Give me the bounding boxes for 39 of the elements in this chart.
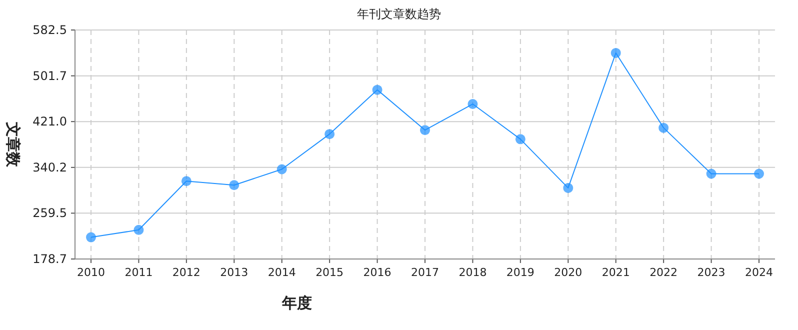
- y-tick-label: 340.2: [32, 160, 67, 174]
- x-tick-label: 2016: [363, 266, 392, 279]
- y-tick-label: 178.7: [32, 252, 67, 266]
- point: [86, 232, 96, 242]
- x-tick-label: 2021: [602, 266, 630, 279]
- point: [372, 84, 382, 95]
- x-tick-label: 2024: [745, 266, 773, 279]
- point: [324, 129, 335, 140]
- point: [563, 182, 574, 193]
- x-tick-label: 2010: [77, 266, 105, 279]
- x-tick-label: 2011: [124, 266, 153, 279]
- point: [276, 164, 287, 174]
- x-tick-label: 2022: [650, 266, 678, 279]
- point: [658, 122, 669, 133]
- y-axis-title: 文章数: [4, 121, 22, 168]
- x-tick-label: 2023: [697, 266, 726, 279]
- x-axis-title: 年度: [281, 294, 312, 312]
- point: [181, 176, 192, 186]
- x-tick-label: 2020: [554, 266, 582, 279]
- x-tick-label: 2019: [506, 266, 534, 279]
- point: [229, 180, 240, 190]
- point: [468, 99, 478, 110]
- point: [134, 224, 144, 235]
- point: [754, 168, 764, 179]
- x-tick-label: 2015: [316, 266, 344, 279]
- x-tick-label: 2014: [268, 266, 296, 279]
- point: [706, 168, 716, 179]
- y-tick-label: 501.7: [32, 68, 67, 83]
- y-tick-label: 421.0: [32, 114, 67, 129]
- x-tick-label: 2018: [458, 266, 487, 279]
- chart-title: 年刊文章数趋势: [357, 7, 441, 21]
- x-tick-label: 2013: [220, 266, 248, 279]
- x-tick-label: 2012: [172, 266, 200, 279]
- y-tick-label: 259.5: [32, 206, 67, 220]
- x-tick-label: 2017: [411, 266, 439, 279]
- point: [420, 125, 430, 136]
- point: [515, 134, 526, 144]
- point: [610, 48, 621, 58]
- y-tick-label: 582.5: [32, 23, 67, 37]
